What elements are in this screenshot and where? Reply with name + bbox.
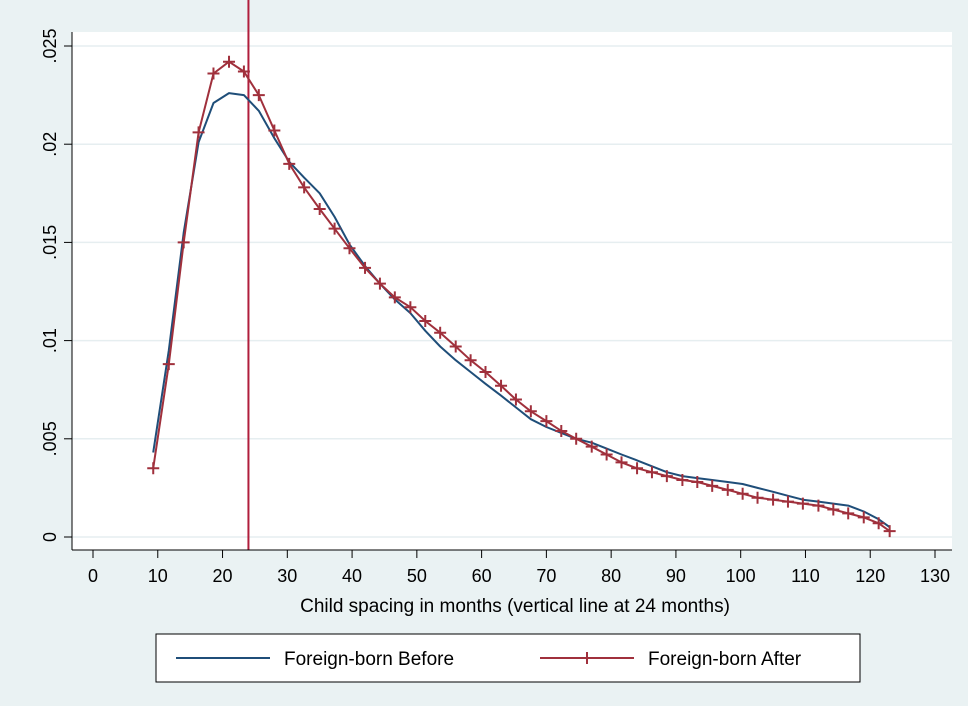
- point-foreign-born-after-7: [252, 89, 265, 102]
- point-foreign-born-after-32: [631, 462, 644, 475]
- plot-area: [72, 32, 952, 550]
- point-foreign-born-after-31: [615, 456, 628, 469]
- x-tick-label-6: 60: [472, 566, 492, 586]
- point-foreign-born-after-40: [751, 491, 764, 504]
- point-foreign-born-after-35: [676, 474, 689, 487]
- point-foreign-born-after-18: [419, 314, 432, 327]
- point-foreign-born-after-34: [660, 470, 673, 483]
- point-foreign-born-after-12: [328, 222, 341, 235]
- legend: Foreign-born Before Foreign-born After: [155, 633, 861, 683]
- point-foreign-born-after-38: [721, 483, 734, 496]
- point-foreign-born-after-46: [842, 507, 855, 520]
- point-foreign-born-after-1: [162, 358, 175, 371]
- y-tick-label-1: .005: [40, 421, 60, 456]
- point-foreign-born-after-5: [223, 55, 236, 68]
- point-foreign-born-after-47: [857, 511, 870, 524]
- point-foreign-born-after-42: [781, 495, 794, 508]
- legend-label-foreign-born-after: Foreign-born After: [648, 649, 802, 670]
- gridlines: [72, 45, 952, 538]
- x-tick-label-2: 20: [213, 566, 233, 586]
- x-tick-label-10: 100: [726, 566, 756, 586]
- x-tick-label-7: 70: [536, 566, 556, 586]
- y-tick-label-5: .025: [40, 28, 60, 63]
- y-tick-label-2: .01: [40, 328, 60, 353]
- point-foreign-born-after-33: [645, 466, 658, 479]
- point-foreign-born-after-4: [207, 67, 220, 80]
- point-foreign-born-after-16: [388, 291, 401, 304]
- x-tick-label-8: 80: [601, 566, 621, 586]
- point-foreign-born-after-9: [283, 157, 296, 170]
- legend-label-foreign-born-before: Foreign-born Before: [284, 649, 454, 670]
- y-tick-label-4: .02: [40, 132, 60, 157]
- point-foreign-born-after-15: [373, 277, 386, 290]
- point-foreign-born-after-14: [359, 261, 372, 274]
- legend-box: [155, 633, 861, 683]
- point-foreign-born-after-2: [177, 236, 190, 249]
- point-foreign-born-after-37: [706, 479, 719, 492]
- point-foreign-born-after-24: [509, 393, 522, 406]
- x-tick-label-9: 90: [666, 566, 686, 586]
- x-tick-label-5: 50: [407, 566, 427, 586]
- point-foreign-born-after-23: [495, 379, 508, 392]
- x-axis-title: Child spacing in months (vertical line a…: [300, 596, 730, 617]
- point-foreign-born-after-44: [812, 499, 825, 512]
- point-foreign-born-after-0: [147, 462, 160, 475]
- point-foreign-born-after-45: [827, 503, 840, 516]
- point-foreign-born-after-28: [570, 432, 583, 445]
- point-foreign-born-after-27: [555, 424, 568, 437]
- point-foreign-born-after-22: [479, 366, 492, 379]
- x-tick-label-12: 120: [855, 566, 885, 586]
- point-foreign-born-after-10: [298, 181, 311, 194]
- point-foreign-born-after-21: [464, 354, 477, 367]
- point-foreign-born-after-8: [268, 124, 281, 137]
- point-foreign-born-after-49: [883, 525, 896, 538]
- x-tick-label-3: 30: [277, 566, 297, 586]
- point-foreign-born-after-19: [434, 326, 447, 339]
- point-foreign-born-after-25: [524, 405, 537, 418]
- x-tick-label-13: 130: [920, 566, 950, 586]
- y-tick-label-3: .015: [40, 225, 60, 260]
- point-foreign-born-after-20: [449, 340, 462, 353]
- point-foreign-born-after-6: [237, 65, 250, 78]
- x-tick-label-4: 40: [342, 566, 362, 586]
- point-foreign-born-after-13: [343, 242, 356, 255]
- point-foreign-born-after-30: [600, 448, 613, 461]
- series-layer: [147, 55, 896, 538]
- point-foreign-born-after-43: [796, 497, 809, 510]
- x-tick-label-0: 0: [88, 566, 98, 586]
- point-foreign-born-after-26: [540, 415, 553, 428]
- point-foreign-born-after-29: [585, 440, 598, 453]
- point-foreign-born-after-48: [872, 517, 885, 530]
- y-tick-label-0: 0: [40, 532, 60, 542]
- point-foreign-born-after-39: [736, 487, 749, 500]
- point-foreign-born-after-36: [691, 476, 704, 489]
- x-tick-label-11: 110: [791, 566, 820, 586]
- point-foreign-born-after-11: [313, 203, 326, 216]
- point-foreign-born-after-3: [192, 126, 205, 139]
- x-tick-label-1: 10: [148, 566, 168, 586]
- legend-marker-foreign-born-after: [581, 652, 593, 664]
- point-foreign-born-after-41: [767, 493, 780, 506]
- series-line-foreign-born-before: [152, 92, 891, 529]
- point-foreign-born-after-17: [404, 301, 417, 314]
- axes: 0 .005 .01 .015 .02 .025 0 10 20 30 40 50 60 70 80 90 10…: [40, 28, 952, 586]
